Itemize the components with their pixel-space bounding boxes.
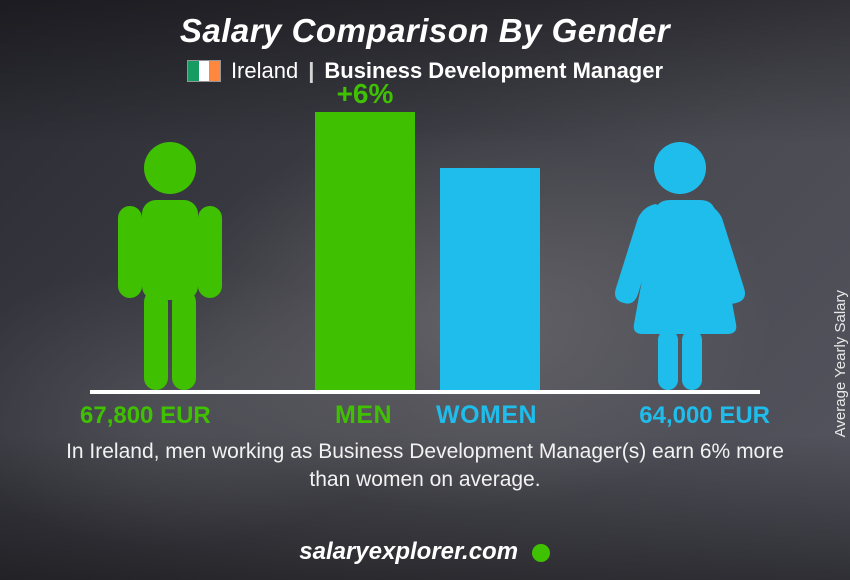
chart-baseline <box>90 390 760 394</box>
source-footer: salaryexplorer.com <box>0 538 850 566</box>
percent-difference-label: +6% <box>305 78 425 110</box>
female-icon <box>610 140 750 390</box>
country-label: Ireland <box>231 58 298 84</box>
men-salary-value: 67,800 EUR <box>80 402 211 430</box>
infographic-canvas: Salary Comparison By Gender Ireland | Bu… <box>0 0 850 580</box>
men-bar-label: MEN <box>335 401 392 430</box>
women-bar <box>440 168 540 390</box>
source-url: salaryexplorer.com <box>299 538 518 565</box>
gender-salary-chart: +6% 67,800 EUR MEN WOMEN 64,000 EUR <box>90 100 760 430</box>
women-bar-label: WOMEN <box>436 401 537 430</box>
page-title: Salary Comparison By Gender <box>0 12 850 50</box>
subtitle-row: Ireland | Business Development Manager <box>0 58 850 84</box>
men-bar <box>315 112 415 390</box>
flag-stripe-2 <box>199 61 210 81</box>
flag-stripe-1 <box>188 61 199 81</box>
footer-dot-icon <box>531 543 551 563</box>
y-axis-label: Average Yearly Salary <box>832 290 849 437</box>
ireland-flag-icon <box>187 60 221 82</box>
male-icon <box>100 140 240 390</box>
women-salary-value: 64,000 EUR <box>639 402 770 430</box>
summary-text: In Ireland, men working as Business Deve… <box>60 438 790 495</box>
flag-stripe-3 <box>209 61 220 81</box>
